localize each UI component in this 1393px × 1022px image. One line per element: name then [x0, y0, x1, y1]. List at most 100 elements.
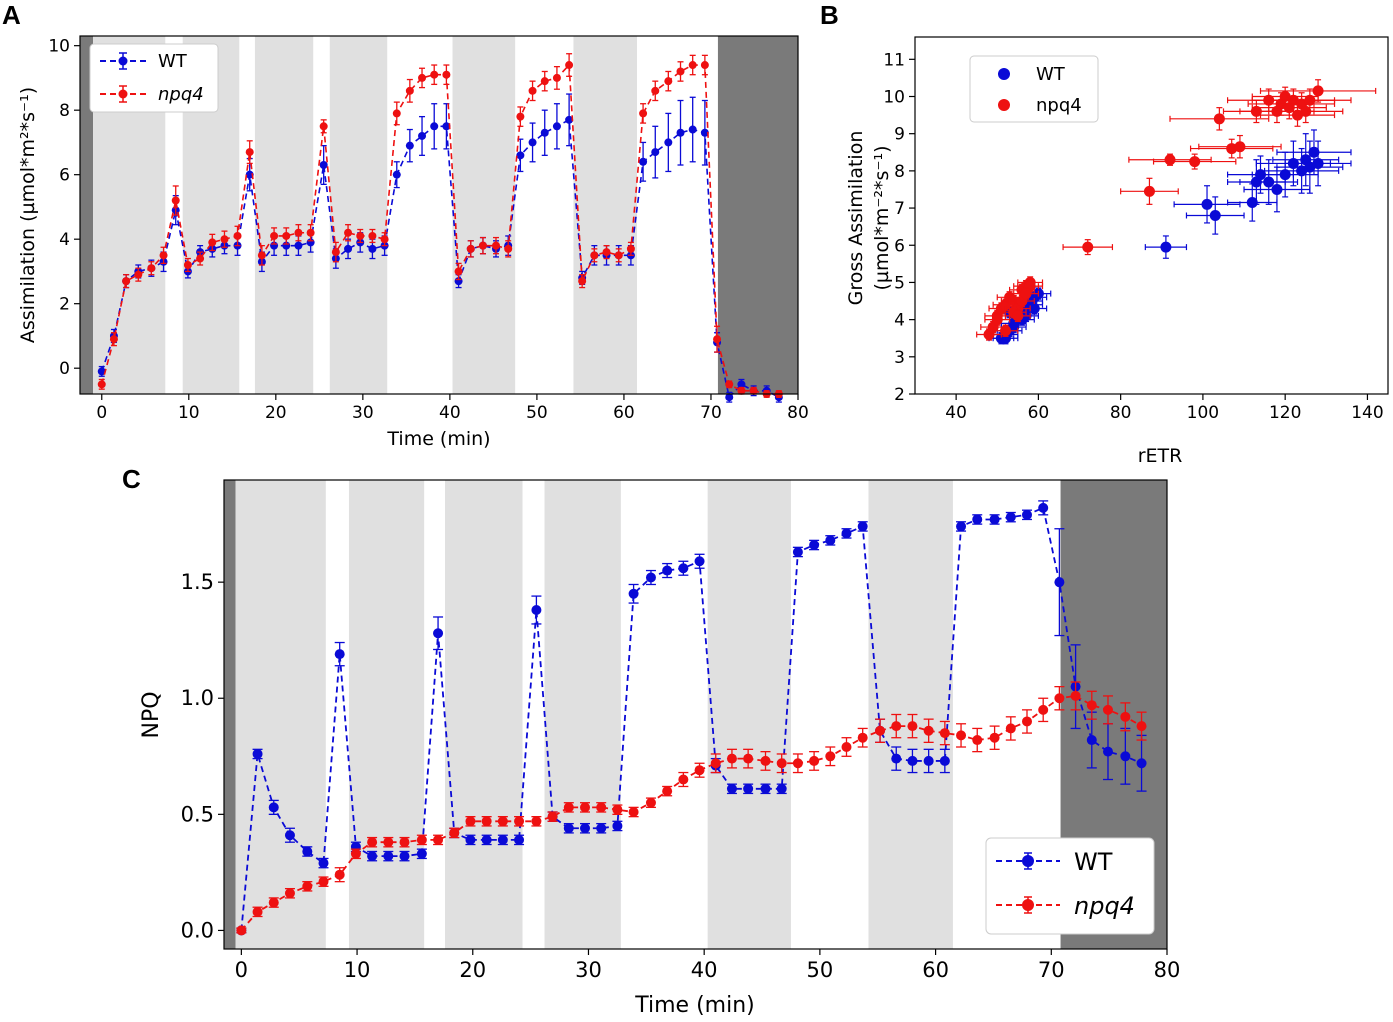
panel-b-x-tick-label-1: 60	[1028, 403, 1050, 423]
panel-c-wt-point-33	[776, 783, 787, 794]
panel-c-wt-point-37	[841, 528, 852, 539]
panel-b-npq4-point-12	[999, 325, 1011, 337]
panel-a-wt-point-52	[737, 380, 746, 389]
panel-c-wt-point-38	[857, 521, 868, 532]
panel-c-light-band-3	[544, 480, 621, 949]
panel-c-wt-point-1	[252, 748, 263, 759]
panel-c-light-band-4	[707, 480, 791, 949]
panel-a-npq4-point-0	[97, 380, 106, 389]
panel-a-wt-point-44	[639, 157, 648, 166]
panel-a-light-band-5	[573, 36, 637, 394]
panel-c-npq4-point-0	[236, 925, 247, 936]
panel-c-x-tick-label-4: 40	[691, 958, 718, 982]
panel-b-npq4-point-22	[1213, 113, 1225, 125]
panel-c-axes: 0 10 20 30 40 50 60 70 80 0.0 0.5 1.0 1.5	[181, 570, 1181, 982]
panel-c-npq4-point-24	[628, 807, 639, 818]
panel-b-x-tick-label-3: 100	[1187, 403, 1219, 423]
panel-a-legend: WT npq4	[89, 43, 219, 113]
panel-b-y-tick-label-9: 11	[883, 50, 905, 70]
panel-c-wt-point-8	[367, 851, 378, 862]
panel-a-y-tick-label-0: 0	[59, 359, 70, 379]
panel-a-npq4-point-34	[516, 112, 525, 121]
panel-c-wt-point-4	[302, 846, 313, 857]
panel-c-wt-point-32	[760, 783, 771, 794]
panel-letter-c: C	[122, 464, 141, 494]
panel-a-npq4-point-38	[565, 61, 574, 70]
panel-b-axes: 40 60 80 100 120 140 2 3 4 5 6 7 8 9 10 11	[883, 50, 1383, 423]
panel-a-npq4-point-44	[639, 109, 648, 118]
panel-a-wt-point-51	[725, 393, 734, 402]
panel-a-npq4-point-32	[492, 241, 501, 250]
panel-c-wt-point-55	[1136, 758, 1147, 769]
panel-b-wt-point-24	[1263, 176, 1275, 188]
panel-a-npq4-point-33	[504, 244, 513, 253]
panel-a-x-tick-label-5: 50	[526, 403, 548, 423]
panel-c-npq4-point-18	[531, 816, 542, 827]
panel-a-chart: 0 10 20 30 40 50 60 70 80 0 2 4 6 8 10 Time (min) Assi…	[17, 35, 809, 450]
panel-c-wt-point-43	[939, 755, 950, 766]
panel-c-wt-point-23	[612, 820, 623, 831]
panel-c-npq4-point-55	[1136, 721, 1147, 732]
panel-a-wt-point-12	[245, 170, 254, 179]
panel-a-wt-point-25	[405, 141, 414, 150]
panel-a-npq4-point-13	[257, 251, 266, 260]
panel-c-wt-point-44	[956, 521, 967, 532]
panel-c-npq4-point-1	[252, 906, 263, 917]
panel-b-npq4-point-36	[1312, 85, 1324, 97]
panel-a-npq4-point-22	[368, 231, 377, 240]
panel-a-npq4-point-42	[614, 251, 623, 260]
panel-c-npq4-point-9	[383, 837, 394, 848]
panel-c-wt-point-49	[1038, 502, 1049, 513]
panel-c-npq4-point-31	[743, 753, 754, 764]
panel-c-wt-point-11	[416, 848, 427, 859]
panel-c-npq4-point-34	[792, 758, 803, 769]
panel-c-npq4-point-22	[596, 802, 607, 813]
panel-c-y-tick-label-2: 1.0	[181, 686, 214, 710]
panel-b-y-tick-label-1: 3	[894, 348, 905, 368]
panel-c-wt-point-17	[514, 834, 525, 845]
panel-b-wt-point-25	[1271, 183, 1283, 195]
panel-a-wt-point-24	[392, 170, 401, 179]
panel-b-frame	[914, 36, 1389, 395]
panel-c-npq4-point-36	[825, 751, 836, 762]
panel-a-x-tick-label-3: 30	[352, 403, 374, 423]
panel-c-npq4-point-13	[449, 827, 460, 838]
panel-a-npq4-point-47	[676, 67, 685, 76]
panel-b-npq4-point-21	[1189, 156, 1201, 168]
panel-b-wt-point-19	[1209, 210, 1221, 221]
panel-c-wt-point-18	[531, 605, 542, 616]
panel-c-x-tick-label-7: 70	[1038, 958, 1065, 982]
panel-a-npq4-point-35	[528, 86, 537, 95]
panel-a-wt-point-46	[664, 138, 673, 147]
panel-a-npq4-point-4	[147, 264, 156, 273]
panel-c-npq4-point-27	[678, 774, 689, 785]
panel-b-wt-point-18	[1160, 241, 1172, 253]
panel-c-wt-point-25	[645, 572, 656, 583]
panel-a-npq4-point-14	[270, 231, 279, 240]
panel-c-npq4-point-49	[1038, 704, 1049, 715]
panel-b-x-tick-label-2: 80	[1110, 403, 1132, 423]
panel-a-axes: 0 10 20 30 40 50 60 70 80 0 2 4 6 8 10	[48, 37, 808, 423]
panel-a-legend-wt-marker	[100, 52, 146, 70]
panel-c-wt-point-2	[268, 802, 279, 813]
panel-a-y-tick-label-4: 8	[59, 101, 70, 121]
panel-a-npq4-point-53	[749, 386, 758, 395]
panel-c-wt-point-28	[694, 556, 705, 567]
panel-c-legend-wt-marker	[996, 852, 1060, 870]
panel-a-npq4-point-9	[208, 238, 217, 247]
panel-a-npq4-point-50	[713, 335, 722, 344]
panel-c-npq4-point-37	[841, 742, 852, 753]
panel-a-legend-wt-dot	[118, 56, 128, 66]
panel-a-npq4-point-49	[700, 61, 709, 70]
panel-b-y-tick-label-8: 10	[883, 88, 905, 108]
panel-b-legend-wt-label: WT	[1036, 64, 1066, 85]
panel-a-x-tick-label-1: 10	[178, 403, 200, 423]
panel-a-wt-point-27	[430, 122, 439, 131]
panel-c-light-band-1	[348, 480, 425, 949]
panel-a-legend-npq4-dot	[118, 89, 128, 99]
panel-a-npq4-point-46	[664, 77, 673, 86]
panel-b-npq4-point-11	[991, 314, 1003, 326]
panel-a-npq4-point-2	[122, 277, 131, 286]
panel-c-npq4-point-16	[497, 816, 508, 827]
panel-a-npq4-point-43	[626, 244, 635, 253]
